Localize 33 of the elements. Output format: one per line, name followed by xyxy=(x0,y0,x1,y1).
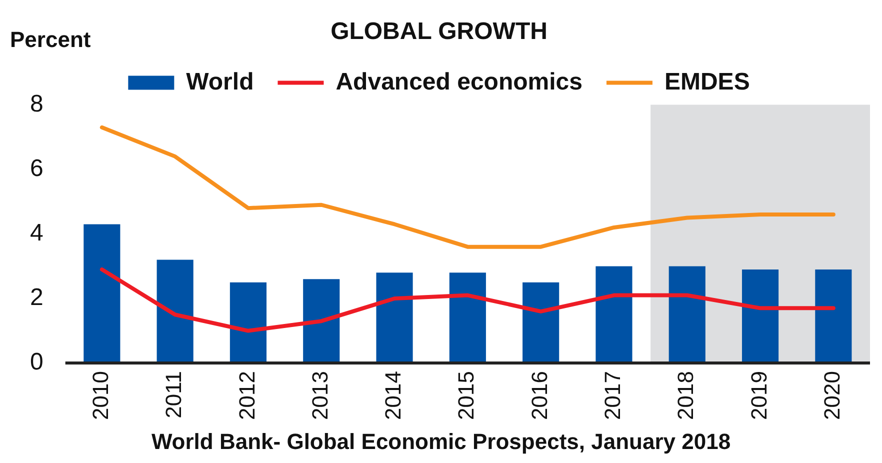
bar xyxy=(449,272,486,364)
bar xyxy=(596,266,632,364)
bar xyxy=(668,266,706,364)
x-tick-label: 2014 xyxy=(380,371,406,420)
x-tick-label: 2011 xyxy=(161,371,186,418)
x-tick-label: 2017 xyxy=(600,371,626,420)
x-tick-label: 2018 xyxy=(673,371,698,420)
text: World Bank- Global Economic Prospects, January 2018 xyxy=(150,428,732,456)
x-tick-label: 2020 xyxy=(819,371,844,420)
y-tick-label: 4 xyxy=(30,220,44,247)
y-tick-label: 6 xyxy=(30,154,44,182)
bar xyxy=(230,282,267,364)
x-tick-label: 2019 xyxy=(746,371,772,420)
legend-label: World xyxy=(186,68,254,96)
bar xyxy=(156,260,194,364)
x-tick-label: 2010 xyxy=(88,371,113,420)
x-tick-label: 2012 xyxy=(234,371,260,420)
y-tick-label: 2 xyxy=(30,284,44,312)
bar xyxy=(742,269,779,364)
bar xyxy=(522,282,560,364)
bar xyxy=(303,279,340,364)
x-tick-label: 2016 xyxy=(526,371,552,420)
x-tick-label: 2015 xyxy=(454,371,479,420)
bar xyxy=(376,272,413,364)
y-tick-label: 8 xyxy=(30,90,44,118)
legend-label: Advanced economics xyxy=(336,68,582,96)
bar xyxy=(815,269,852,364)
chart-title: GLOBAL GROWTH xyxy=(330,18,548,46)
x-tick-label: 2013 xyxy=(307,371,332,420)
bar xyxy=(84,224,120,364)
y-axis-title: Percent xyxy=(10,27,92,52)
y-tick-label: 0 xyxy=(30,348,44,376)
legend-label: EMDES xyxy=(664,68,750,96)
